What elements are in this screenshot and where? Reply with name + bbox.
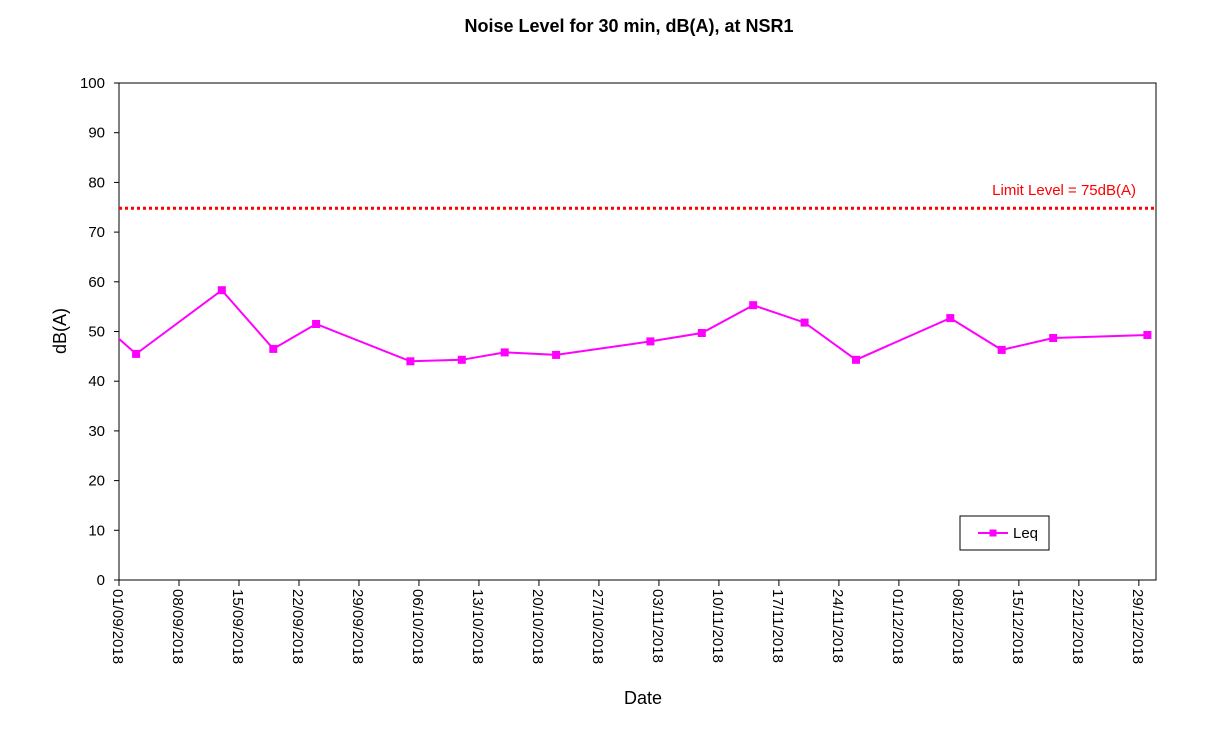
data-point-leq	[749, 301, 758, 310]
data-point-leq	[457, 355, 466, 364]
data-point-leq	[406, 357, 415, 366]
data-point-leq	[800, 318, 809, 327]
y-axis: 0 10 20 30 40 50 60 70 80 90 100	[80, 75, 119, 589]
x-tick-label: 22/09/2018	[289, 589, 306, 664]
data-point-leq	[132, 349, 141, 358]
data-point-leq	[217, 286, 226, 295]
data-point-leq	[697, 329, 706, 337]
reference-lines: Limit Level = 75dB(A)	[119, 182, 1156, 210]
data-point-leq	[269, 344, 278, 353]
data-point-leq	[312, 320, 321, 328]
y-axis-title: dB(A)	[50, 308, 70, 354]
chart-title: Noise Level for 30 min, dB(A), at NSR1	[464, 16, 794, 36]
series-layer	[119, 286, 1152, 366]
x-tick-label: 10/11/2018	[709, 589, 726, 663]
x-tick-label: 13/10/2018	[469, 589, 486, 664]
x-axis: 01/09/2018 08/09/2018 15/09/2018 22/09/2018…	[109, 580, 1146, 664]
x-tick-label: 06/10/2018	[409, 589, 426, 664]
data-point-leq	[646, 337, 655, 346]
legend-label: Leq	[1013, 525, 1038, 542]
data-point-leq	[1049, 334, 1058, 342]
data-point-leq	[552, 350, 561, 359]
x-axis-title: Date	[624, 688, 662, 708]
y-tick-label: 0	[97, 572, 105, 589]
data-point-leq	[997, 345, 1006, 354]
limit-label: Limit Level = 75dB(A)	[992, 182, 1136, 199]
y-tick-label: 70	[88, 224, 105, 241]
y-tick-label: 80	[88, 174, 105, 191]
y-tick-label: 100	[80, 75, 105, 92]
x-tick-label: 22/12/2018	[1069, 589, 1086, 664]
data-point-leq	[1143, 331, 1152, 339]
x-tick-label: 29/12/2018	[1129, 589, 1146, 664]
plot-area	[118, 82, 1157, 581]
y-tick-label: 30	[88, 423, 105, 440]
x-tick-label: 29/09/2018	[349, 589, 366, 664]
x-tick-label: 20/10/2018	[529, 589, 546, 664]
x-tick-label: 03/11/2018	[649, 589, 666, 663]
x-tick-label: 15/09/2018	[229, 589, 246, 664]
x-tick-label: 15/12/2018	[1009, 589, 1026, 664]
x-tick-label: 17/11/2018	[769, 589, 786, 663]
x-tick-label: 01/12/2018	[889, 589, 906, 664]
y-tick-label: 40	[88, 373, 105, 390]
data-point-leq	[500, 348, 509, 357]
x-tick-label: 08/09/2018	[169, 589, 186, 664]
data-point-leq	[946, 314, 955, 323]
y-tick-label: 60	[88, 274, 105, 291]
x-tick-label: 08/12/2018	[949, 589, 966, 664]
y-tick-label: 20	[88, 473, 105, 490]
y-tick-label: 50	[88, 324, 105, 341]
y-tick-label: 10	[88, 522, 105, 539]
legend-marker	[989, 529, 997, 537]
series-line-leq	[119, 288, 1148, 363]
x-tick-label: 27/10/2018	[589, 589, 606, 664]
y-tick-label: 90	[88, 125, 105, 142]
x-tick-label: 01/09/2018	[109, 589, 126, 664]
data-point-leq	[852, 355, 860, 364]
legend: Leq	[959, 515, 1050, 551]
x-tick-label: 24/11/2018	[829, 589, 846, 663]
